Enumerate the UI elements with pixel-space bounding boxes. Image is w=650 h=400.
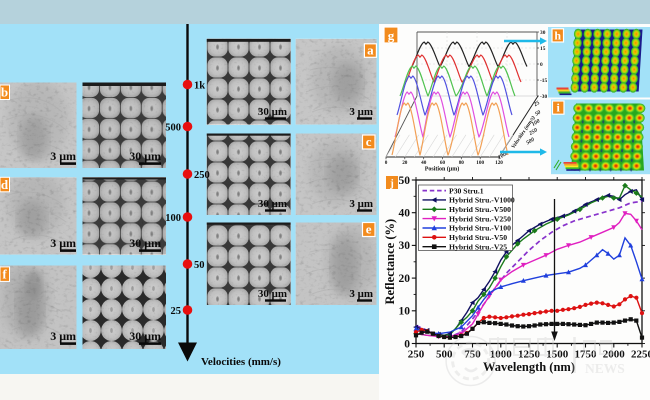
svg-text:20: 20 (402, 160, 408, 166)
svg-text:30 μm: 30 μm (258, 288, 287, 300)
svg-text:15: 15 (540, 46, 546, 52)
svg-text:30 μm: 30 μm (258, 198, 287, 210)
svg-text:750: 750 (464, 349, 481, 361)
svg-text:40: 40 (421, 160, 427, 166)
svg-text:50: 50 (534, 110, 542, 118)
svg-text:Position (μm): Position (μm) (425, 166, 460, 173)
svg-text:a: a (367, 43, 374, 58)
svg-text:120: 120 (495, 160, 503, 166)
svg-text:Hybrid Stru.-V50: Hybrid Stru.-V50 (449, 233, 507, 242)
svg-text:25: 25 (532, 100, 541, 109)
svg-text:500: 500 (525, 137, 535, 146)
svg-text:3 μm: 3 μm (349, 106, 373, 118)
svg-text:Hybrid Stru.-V25: Hybrid Stru.-V25 (449, 242, 507, 251)
svg-text:b: b (1, 85, 8, 100)
svg-text:100: 100 (165, 213, 181, 224)
svg-text:250: 250 (194, 170, 210, 181)
svg-text:-15: -15 (540, 78, 547, 84)
svg-text:3 μm: 3 μm (50, 329, 76, 343)
svg-text:Hybrid Stru.-V500: Hybrid Stru.-V500 (449, 205, 511, 214)
svg-text:f: f (2, 266, 7, 281)
svg-text:500: 500 (436, 349, 453, 361)
svg-text:250: 250 (408, 349, 425, 361)
svg-text:30 μm: 30 μm (258, 106, 287, 118)
svg-text:500: 500 (165, 123, 181, 134)
svg-text:1k: 1k (194, 81, 205, 92)
svg-text:10: 10 (399, 306, 411, 318)
svg-text:Velocities (mm/s): Velocities (mm/s) (201, 356, 281, 368)
svg-text:1750: 1750 (575, 349, 598, 361)
svg-text:250: 250 (528, 127, 539, 137)
svg-text:1000: 1000 (490, 349, 513, 361)
svg-text:100: 100 (476, 160, 484, 166)
svg-text:30 μm: 30 μm (129, 149, 161, 163)
svg-text:1250: 1250 (518, 349, 541, 361)
svg-text:50: 50 (399, 175, 411, 187)
svg-text:0: 0 (404, 338, 410, 350)
svg-text:25: 25 (171, 306, 182, 317)
svg-text:Hybrid Stru.-V250: Hybrid Stru.-V250 (449, 214, 511, 223)
svg-text:60: 60 (440, 160, 446, 166)
svg-text:1500: 1500 (546, 349, 569, 361)
svg-text:d: d (1, 177, 9, 192)
svg-text:100: 100 (531, 118, 541, 127)
svg-text:Wavelength (nm): Wavelength (nm) (483, 360, 575, 374)
svg-text:30: 30 (399, 240, 411, 252)
svg-text:40: 40 (399, 208, 411, 220)
svg-text:80: 80 (459, 160, 465, 166)
svg-text:0: 0 (540, 62, 543, 68)
svg-text:j: j (389, 178, 394, 190)
svg-text:3 μm: 3 μm (50, 149, 76, 163)
svg-text:0: 0 (385, 160, 388, 166)
svg-text:2250: 2250 (631, 349, 650, 361)
svg-text:c: c (366, 134, 372, 149)
svg-text:Hybrid Stru.-V100: Hybrid Stru.-V100 (449, 224, 511, 233)
svg-text:i: i (557, 101, 561, 115)
svg-text:NEWS: NEWS (585, 361, 625, 376)
svg-text:3 μm: 3 μm (349, 288, 373, 300)
svg-text:50: 50 (194, 260, 205, 271)
svg-text:P30 Stru.1: P30 Stru.1 (449, 186, 484, 195)
svg-text:1000: 1000 (497, 150, 510, 161)
svg-text:20: 20 (399, 273, 411, 285)
svg-text:e: e (366, 222, 372, 237)
svg-text:h: h (554, 29, 561, 43)
svg-text:2000: 2000 (603, 349, 626, 361)
svg-text:3 μm: 3 μm (50, 236, 76, 250)
svg-text:3 μm: 3 μm (349, 198, 373, 210)
svg-text:30 μm: 30 μm (129, 329, 161, 343)
svg-text:Reflectance (%): Reflectance (%) (383, 219, 397, 305)
svg-text:g: g (388, 28, 395, 43)
svg-text:-30: -30 (540, 94, 547, 100)
svg-text:Hybrid Stru.-V1000: Hybrid Stru.-V1000 (449, 196, 515, 205)
svg-text:30: 30 (540, 30, 546, 36)
svg-text:30 μm: 30 μm (129, 236, 161, 250)
